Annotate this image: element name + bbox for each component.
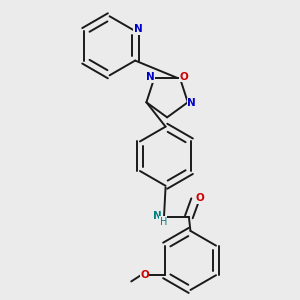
Text: O: O [180,72,188,82]
Text: N: N [134,25,142,34]
Text: O: O [140,270,149,280]
Text: N: N [146,72,154,82]
Text: N: N [153,211,161,221]
Text: N: N [188,98,196,108]
Text: O: O [195,193,204,203]
Text: H: H [160,217,167,226]
